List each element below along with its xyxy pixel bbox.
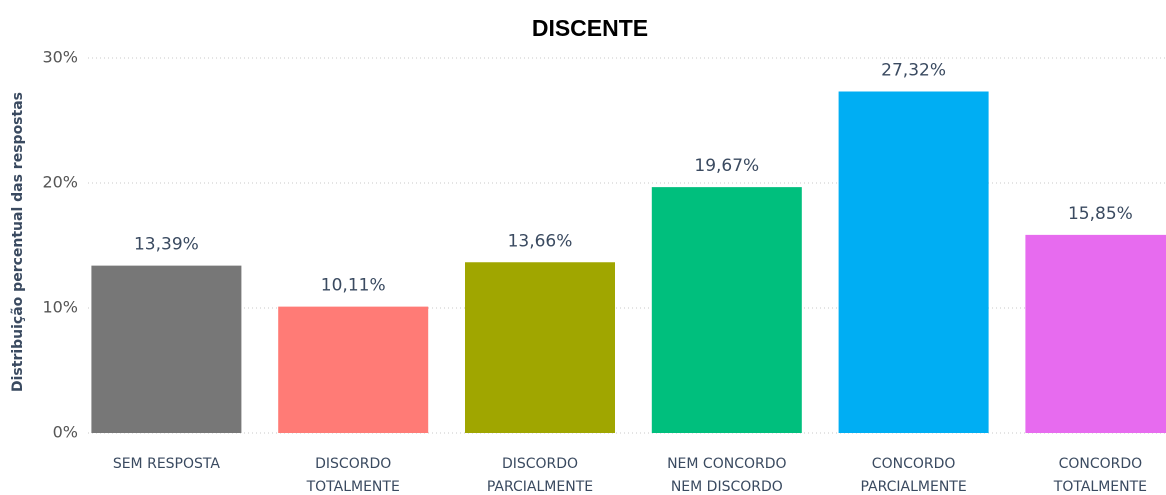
x-tick-label: NEM DISCORDO	[671, 479, 783, 495]
bar	[91, 265, 242, 433]
value-label: 13,66%	[508, 231, 573, 251]
value-label: 15,85%	[1068, 204, 1133, 224]
bar	[838, 91, 989, 433]
x-tick-label: DISCORDO	[502, 456, 578, 472]
x-tick-label: PARCIALMENTE	[487, 479, 593, 495]
x-tick-label: NEM CONCORDO	[667, 456, 786, 472]
value-label: 13,39%	[134, 235, 199, 255]
bar	[465, 262, 615, 433]
y-tick-label: 0%	[53, 423, 78, 442]
y-tick-label: 30%	[42, 48, 78, 67]
x-tick-label: DISCORDO	[315, 456, 391, 472]
chart-title: DISCENTE	[532, 15, 648, 41]
bar	[1025, 234, 1166, 433]
x-tick-label: SEM RESPOSTA	[113, 456, 221, 472]
value-label: 10,11%	[321, 276, 386, 296]
value-label: 19,67%	[694, 156, 759, 176]
x-tick-label: TOTALMENTE	[306, 479, 400, 495]
x-tick-label: CONCORDO	[872, 456, 956, 472]
y-axis-label: Distribuição percentual das respostas	[10, 92, 26, 392]
bar	[651, 187, 802, 433]
bar	[278, 306, 429, 433]
x-tick-label: CONCORDO	[1059, 456, 1143, 472]
x-tick-label: TOTALMENTE	[1053, 479, 1147, 495]
value-label: 27,32%	[881, 61, 946, 81]
y-tick-label: 20%	[42, 173, 78, 192]
x-tick-label: PARCIALMENTE	[860, 479, 966, 495]
y-tick-label: 10%	[42, 298, 78, 317]
